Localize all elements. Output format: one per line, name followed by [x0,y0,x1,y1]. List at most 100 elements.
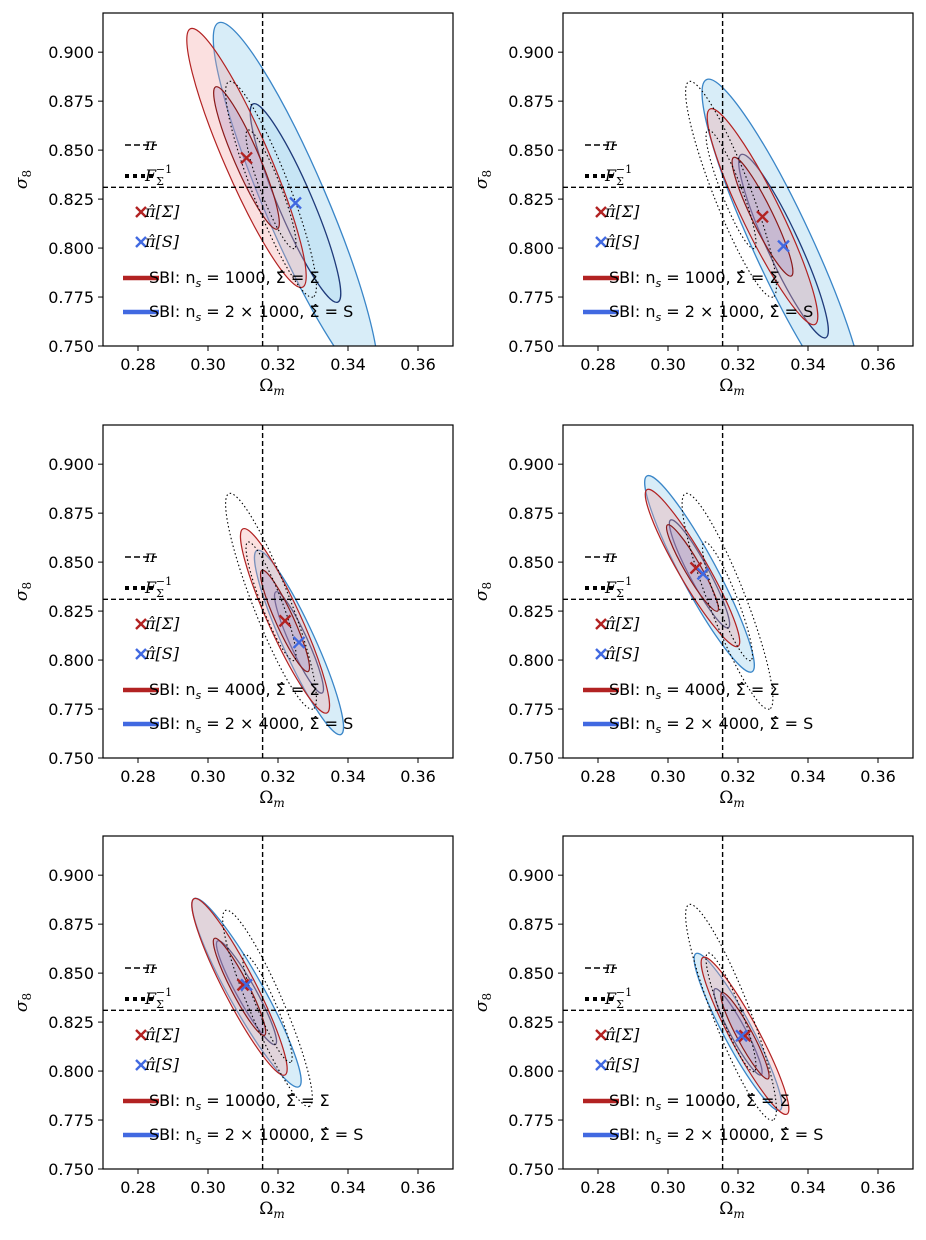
x-axis-label: Ωm [259,788,285,810]
legend: πFΣ−1π̂[Σ]π̂[S]SBI: ns = 10000, Σ̂ = ΣSB… [583,958,823,1147]
y-tick-label: 0.900 [48,866,94,885]
legend-item-marker-red: π̂[Σ] [135,614,180,633]
legend-label-rest: = 10000, Σ̂ = Σ [661,1091,789,1110]
legend-item-dotted: FΣ−1 [125,986,172,1011]
y-tick-label: 0.800 [508,1062,554,1081]
y-tick-label: 0.825 [48,602,94,621]
x-tick-label: 0.32 [720,355,756,374]
y-tick-label: 0.750 [48,337,94,356]
legend: πFΣ−1π̂[Σ]π̂[S]SBI: ns = 1000, Σ̂ = ΣSBI… [123,135,353,324]
blue-mean-marker [696,567,710,581]
marker-stroke [738,1029,752,1043]
y-axis-label-main: σ [472,177,492,189]
legend-item-line-red: SBI: ns = 4000, Σ̂ = Σ [123,680,319,702]
legend-label-rest: = 4000, Σ̂ = Σ [201,680,319,699]
fisher-contour-inner [705,129,757,250]
legend-item-line-red: SBI: ns = 10000, Σ̂ = Σ [583,1091,790,1113]
y-tick-label: 0.900 [508,866,554,885]
legend-label: FΣ−1 [604,163,632,188]
legend-label-sub: Σ [156,175,164,188]
legend-label-main: π̂[S] [144,1055,180,1074]
x-tick-label: 0.28 [580,767,616,786]
y-axis-label-sub: 8 [20,170,34,178]
x-tick-label: 0.28 [580,355,616,374]
y-tick-label: 0.775 [508,1111,554,1130]
y-axis-label: σ8 [12,582,34,601]
legend-label-main: SBI: n [609,714,655,733]
legend-marker-stroke [135,206,147,218]
legend-label: SBI: ns = 2 × 4000, Σ̂ = S [149,714,353,736]
x-axis-label: Ωm [259,376,285,398]
legend-label-rest: = 2 × 10000, Σ̂ = S [661,1125,823,1144]
legend-label-main: SBI: n [609,1091,655,1110]
legend-label: FΣ−1 [144,163,172,188]
marker-stroke [240,978,253,992]
fisher-contour-inner [705,952,757,1073]
fisher-contour-outer [681,492,774,710]
y-tick-label: 0.900 [48,43,94,62]
marker-stroke [756,210,769,224]
blue-mean-marker [777,239,790,253]
legend-label: π̂[S] [604,232,640,251]
x-tick-label: 0.32 [260,355,296,374]
plot-area [103,13,453,346]
legend-label-sub: s [195,689,201,702]
legend-label-main: π [604,547,616,566]
marker-stroke [292,636,306,649]
legend-label-sup: −1 [616,986,632,999]
legend-marker-stroke [595,206,607,218]
legend-label-sub: s [655,723,661,736]
legend-label: π [144,135,156,154]
y-tick-label: 0.850 [508,964,554,983]
panel-4: 0.28 0.30 0.32 0.34 0.36 0.750 0.775 0.800 0.825… [472,424,914,810]
legend-item-marker-red: π̂[Σ] [595,1025,640,1044]
x-tick-label: 0.32 [260,1178,296,1197]
plot-area [563,836,913,1169]
legend-label-sub: Σ [616,998,624,1011]
legend-item-line-blue: SBI: ns = 2 × 10000, Σ̂ = S [123,1125,363,1147]
y-axis-label-sub: 8 [20,993,34,1001]
legend-item-dashed: π [585,135,617,154]
legend-label-main: π [144,547,156,566]
y-tick-label: 0.875 [508,504,554,523]
x-axis-label-main: Ω [719,788,733,808]
legend-item-dashed: π [585,958,617,977]
legend-item-marker-red: π̂[Σ] [135,1025,180,1044]
x-tick-label: 0.28 [120,767,156,786]
legend-label: π̂[S] [604,644,640,663]
legend-item-dotted: FΣ−1 [585,575,632,600]
legend-item-marker-blue: π̂[S] [135,644,180,663]
legend-label: FΣ−1 [144,575,172,600]
legend-label: π̂[Σ] [144,202,180,221]
fisher-contour-inner [701,541,754,662]
legend-label-main: π [144,958,156,977]
legend-item-line-red: SBI: ns = 1000, Σ̂ = Σ [583,268,779,290]
x-tick-label: 0.36 [860,1178,896,1197]
legend-item-dotted: FΣ−1 [125,575,172,600]
legend-label: SBI: ns = 4000, Σ̂ = Σ [609,680,779,702]
legend-label-sub: s [655,1100,661,1113]
legend-label-sub: s [195,1134,201,1147]
legend-label: SBI: ns = 2 × 10000, Σ̂ = S [609,1125,823,1147]
x-tick-label: 0.36 [400,355,436,374]
y-tick-label: 0.750 [48,1160,94,1179]
legend-item-marker-red: π̂[Σ] [135,202,180,221]
legend-item-dashed: π [125,547,157,566]
legend-marker-stroke [135,618,147,630]
legend-label-main: π̂[S] [604,644,640,663]
legend-label: π̂[S] [144,1055,180,1074]
y-tick-label: 0.750 [48,749,94,768]
y-axis-label-main: σ [12,177,32,189]
legend-label-rest: = 1000, Σ̂ = Σ [661,268,779,287]
y-axis-label: σ8 [12,170,34,189]
legend-item-line-red: SBI: ns = 4000, Σ̂ = Σ [583,680,779,702]
legend-label: SBI: ns = 1000, Σ̂ = Σ [609,268,779,290]
legend-label: π̂[S] [604,1055,640,1074]
marker-stroke [777,239,790,253]
x-tick-label: 0.32 [720,767,756,786]
x-axis-label-main: Ω [259,788,273,808]
legend-item-marker-red: π̂[Σ] [595,202,640,221]
legend-label-sub: Σ [616,587,624,600]
y-axis-label: σ8 [12,993,34,1012]
legend-marker-stroke [595,1059,607,1071]
